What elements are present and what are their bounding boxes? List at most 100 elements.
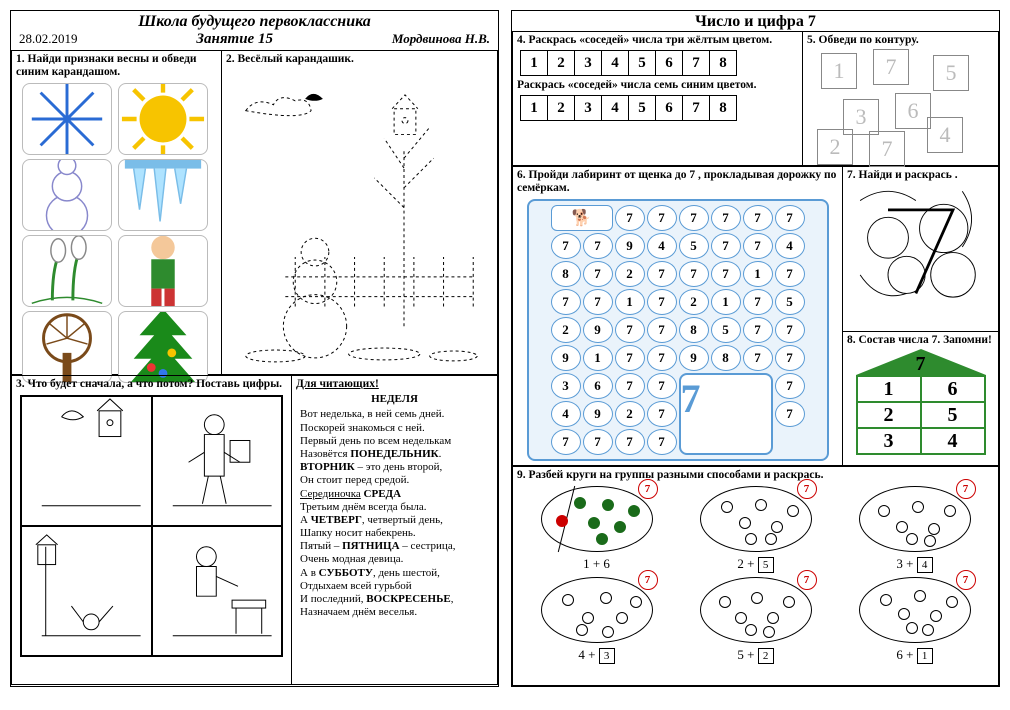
school-title: Школа будущего первоклассника bbox=[11, 11, 498, 31]
seq-4 bbox=[153, 527, 281, 646]
number-box: 6 bbox=[655, 50, 683, 76]
number-box: 1 bbox=[520, 95, 548, 121]
number-box: 5 bbox=[628, 95, 656, 121]
poem-line: А в СУББОТУ, день шестой, bbox=[300, 567, 489, 580]
number-box: 4 bbox=[601, 95, 629, 121]
number-box: 1 bbox=[520, 50, 548, 76]
dot bbox=[562, 594, 574, 606]
task-3: 3. Что будет сначала, а что потом? Поста… bbox=[11, 375, 291, 685]
trace-digit: 6 bbox=[895, 93, 931, 129]
dot bbox=[745, 533, 757, 545]
maze-cell: 9 bbox=[615, 233, 645, 259]
maze-cell: 7 bbox=[583, 261, 613, 287]
house-cell: 5 bbox=[921, 402, 985, 428]
number-box: 4 bbox=[601, 50, 629, 76]
maze-cell: 7 bbox=[647, 205, 677, 231]
task-8: 8. Состав числа 7. Запомни! 7 162534 bbox=[842, 331, 999, 466]
maze-cell: 7 bbox=[775, 373, 805, 399]
task-7-title: 7. Найди и раскрась . bbox=[847, 169, 994, 182]
dot bbox=[787, 505, 799, 517]
dot bbox=[628, 505, 640, 517]
icon-мальчик bbox=[118, 235, 208, 307]
lesson: Занятие 15 bbox=[196, 31, 273, 48]
number-row-2: 12345678 bbox=[521, 95, 794, 121]
poem-line: Шапку носит набекрень. bbox=[300, 527, 489, 540]
page-left: Школа будущего первоклассника 28.02.2019… bbox=[10, 10, 499, 687]
dot bbox=[745, 624, 757, 636]
maze-cell: 7 bbox=[647, 289, 677, 315]
maze-cell: 7 bbox=[615, 317, 645, 343]
house-7: 7 162534 bbox=[856, 349, 986, 455]
number-box: 7 bbox=[682, 50, 710, 76]
header-row: 28.02.2019 Занятие 15 Мордвинова Н.В. bbox=[11, 31, 498, 50]
icon-grid bbox=[16, 79, 217, 387]
dot bbox=[928, 523, 940, 535]
maze-cell: 4 bbox=[551, 401, 581, 427]
poem-line: ВТОРНИК – это день второй, bbox=[300, 461, 489, 474]
pencil-drawing bbox=[226, 66, 493, 369]
date: 28.02.2019 bbox=[19, 31, 78, 48]
dot bbox=[602, 626, 614, 638]
dot bbox=[755, 499, 767, 511]
dot bbox=[719, 596, 731, 608]
author: Мордвинова Н.В. bbox=[392, 31, 490, 48]
maze-cell: 7 bbox=[647, 429, 677, 455]
task-1-title: 1. Найди признаки весны и обведи синим к… bbox=[16, 53, 217, 79]
reading-title: Для читающих! bbox=[296, 378, 493, 391]
trace-digit: 1 bbox=[821, 53, 857, 89]
maze-cell: 7 bbox=[775, 317, 805, 343]
number-box: 2 bbox=[547, 95, 575, 121]
maze-cell: 1 bbox=[583, 345, 613, 371]
seq-1 bbox=[22, 397, 150, 516]
maze-cell: 7 bbox=[583, 233, 613, 259]
maze-cell: 1 bbox=[743, 261, 773, 287]
icon-солнце bbox=[118, 83, 208, 155]
expression: 2 + 5 bbox=[700, 556, 812, 573]
poem-line: И последний, ВОСКРЕСЕНЬЕ, bbox=[300, 593, 489, 606]
circle-group: 73 + 4 bbox=[859, 486, 971, 573]
maze-cell: 7 bbox=[775, 261, 805, 287]
maze-cell: 5 bbox=[679, 233, 709, 259]
dot bbox=[574, 497, 586, 509]
task-5: 5. Обведи по контуру. 17536274 bbox=[802, 31, 999, 166]
task-2: 2. Весёлый карандашик. bbox=[221, 50, 498, 375]
task-4: 4. Раскрась «соседей» числа три жёлтым ц… bbox=[512, 31, 802, 166]
dot bbox=[556, 515, 568, 527]
dot bbox=[614, 521, 626, 533]
dot bbox=[751, 592, 763, 604]
dot bbox=[906, 622, 918, 634]
task-6-title: 6. Пройди лабиринт от щенка до 7 , прокл… bbox=[517, 169, 838, 195]
dot bbox=[880, 594, 892, 606]
expression: 1 + 6 bbox=[541, 556, 653, 572]
maze-cell: 7 bbox=[615, 373, 645, 399]
icon-ёлка bbox=[118, 311, 208, 383]
maze-cell: 2 bbox=[551, 317, 581, 343]
icon-снежинка bbox=[22, 83, 112, 155]
icon-сосульки bbox=[118, 159, 208, 231]
expression: 5 + 2 bbox=[700, 647, 812, 664]
circle-group: 75 + 2 bbox=[700, 577, 812, 664]
poem-line: Первый день по всем неделькам bbox=[300, 435, 489, 448]
number-box: 5 bbox=[628, 50, 656, 76]
maze-cell: 8 bbox=[711, 345, 741, 371]
task-6: 6. Пройди лабиринт от щенка до 7 , прокл… bbox=[512, 166, 842, 466]
dot bbox=[783, 596, 795, 608]
maze-cell: 9 bbox=[583, 401, 613, 427]
poem-line: Вот неделька, в ней семь дней. bbox=[300, 408, 489, 421]
number-box: 7 bbox=[682, 95, 710, 121]
maze-cell: 8 bbox=[679, 317, 709, 343]
dot bbox=[944, 505, 956, 517]
number-row-1: 12345678 bbox=[521, 50, 794, 76]
trace-digit: 4 bbox=[927, 117, 963, 153]
number-box: 8 bbox=[709, 50, 737, 76]
maze-cell: 4 bbox=[775, 233, 805, 259]
dot bbox=[914, 590, 926, 602]
dot bbox=[600, 592, 612, 604]
poem-line: Назначаем днём веселья. bbox=[300, 606, 489, 619]
dot bbox=[765, 533, 777, 545]
dot bbox=[771, 521, 783, 533]
maze-cell: 7 bbox=[551, 233, 581, 259]
task-4-l2: Раскрась «соседей» числа семь синим цвет… bbox=[517, 79, 798, 92]
task-1: 1. Найди признаки весны и обведи синим к… bbox=[11, 50, 221, 375]
maze-cell: 🐕 bbox=[551, 205, 613, 231]
